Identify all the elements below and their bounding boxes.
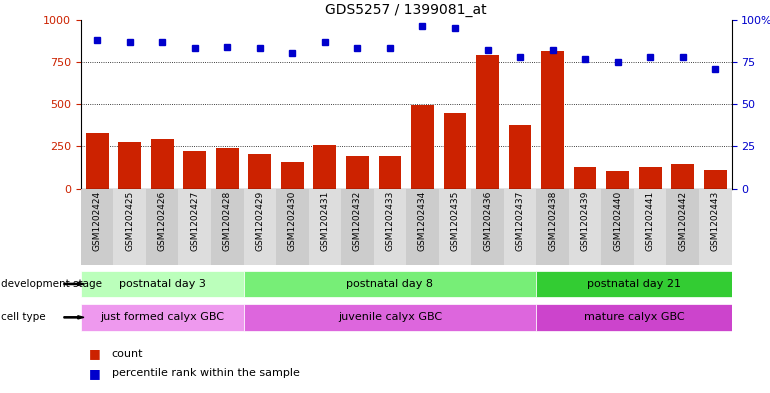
Text: GSM1202429: GSM1202429 [256, 191, 264, 251]
Bar [146, 189, 179, 265]
Text: GSM1202425: GSM1202425 [126, 191, 134, 251]
Text: ■: ■ [89, 367, 100, 380]
Bar [536, 304, 732, 331]
Bar [119, 142, 141, 189]
Bar [243, 271, 537, 297]
Bar [411, 105, 434, 189]
Text: count: count [112, 349, 143, 359]
Text: just formed calyx GBC: just formed calyx GBC [100, 312, 224, 322]
Bar [276, 189, 309, 265]
Bar [243, 189, 276, 265]
Text: GSM1202426: GSM1202426 [158, 191, 166, 251]
Bar [183, 151, 206, 189]
Bar [346, 156, 369, 189]
Bar [504, 189, 536, 265]
Text: GSM1202443: GSM1202443 [711, 191, 720, 251]
Bar [536, 189, 569, 265]
Bar [249, 154, 271, 189]
Bar [471, 189, 504, 265]
Text: GSM1202441: GSM1202441 [646, 191, 654, 251]
Bar [379, 156, 401, 189]
Text: GSM1202427: GSM1202427 [190, 191, 199, 251]
Bar [439, 189, 471, 265]
Bar [667, 189, 699, 265]
Text: GSM1202436: GSM1202436 [483, 191, 492, 251]
Bar [313, 145, 336, 189]
Bar [541, 51, 564, 189]
Bar [281, 162, 303, 189]
Text: GSM1202438: GSM1202438 [548, 191, 557, 251]
Bar [373, 189, 407, 265]
Bar [704, 170, 727, 189]
Bar [699, 189, 731, 265]
Text: ■: ■ [89, 347, 100, 360]
Text: postnatal day 8: postnatal day 8 [346, 279, 434, 289]
Text: GSM1202439: GSM1202439 [581, 191, 590, 251]
Bar [341, 189, 373, 265]
Bar [606, 171, 629, 189]
Bar [601, 189, 634, 265]
Text: juvenile calyx GBC: juvenile calyx GBC [338, 312, 442, 322]
Bar [476, 55, 499, 189]
Bar [639, 167, 661, 189]
Text: percentile rank within the sample: percentile rank within the sample [112, 368, 300, 378]
Bar [536, 271, 732, 297]
Bar [81, 189, 113, 265]
Text: GSM1202430: GSM1202430 [288, 191, 296, 251]
Bar [509, 125, 531, 189]
Bar [309, 189, 341, 265]
Text: GSM1202433: GSM1202433 [386, 191, 394, 251]
Bar [211, 189, 243, 265]
Text: GSM1202432: GSM1202432 [353, 191, 362, 251]
Text: GSM1202434: GSM1202434 [418, 191, 427, 251]
Bar [574, 167, 597, 189]
Bar [407, 189, 439, 265]
Bar [81, 271, 243, 297]
Text: GSM1202428: GSM1202428 [223, 191, 232, 251]
Text: development stage: development stage [1, 279, 102, 289]
Bar [179, 189, 211, 265]
Text: GSM1202440: GSM1202440 [613, 191, 622, 251]
Text: GSM1202437: GSM1202437 [516, 191, 524, 251]
Bar [671, 164, 694, 189]
Title: GDS5257 / 1399081_at: GDS5257 / 1399081_at [326, 3, 487, 17]
Text: GSM1202424: GSM1202424 [92, 191, 102, 251]
Text: GSM1202442: GSM1202442 [678, 191, 687, 251]
Bar [113, 189, 146, 265]
Bar [216, 148, 239, 189]
Text: postnatal day 21: postnatal day 21 [587, 279, 681, 289]
Bar [444, 114, 467, 189]
Bar [85, 133, 109, 189]
Bar [634, 189, 667, 265]
Text: mature calyx GBC: mature calyx GBC [584, 312, 685, 322]
Bar [569, 189, 601, 265]
Bar [81, 304, 243, 331]
Text: cell type: cell type [1, 312, 45, 322]
Text: postnatal day 3: postnatal day 3 [119, 279, 206, 289]
Bar [243, 304, 537, 331]
Text: GSM1202435: GSM1202435 [450, 191, 460, 251]
Bar [151, 139, 173, 189]
Text: GSM1202431: GSM1202431 [320, 191, 330, 251]
